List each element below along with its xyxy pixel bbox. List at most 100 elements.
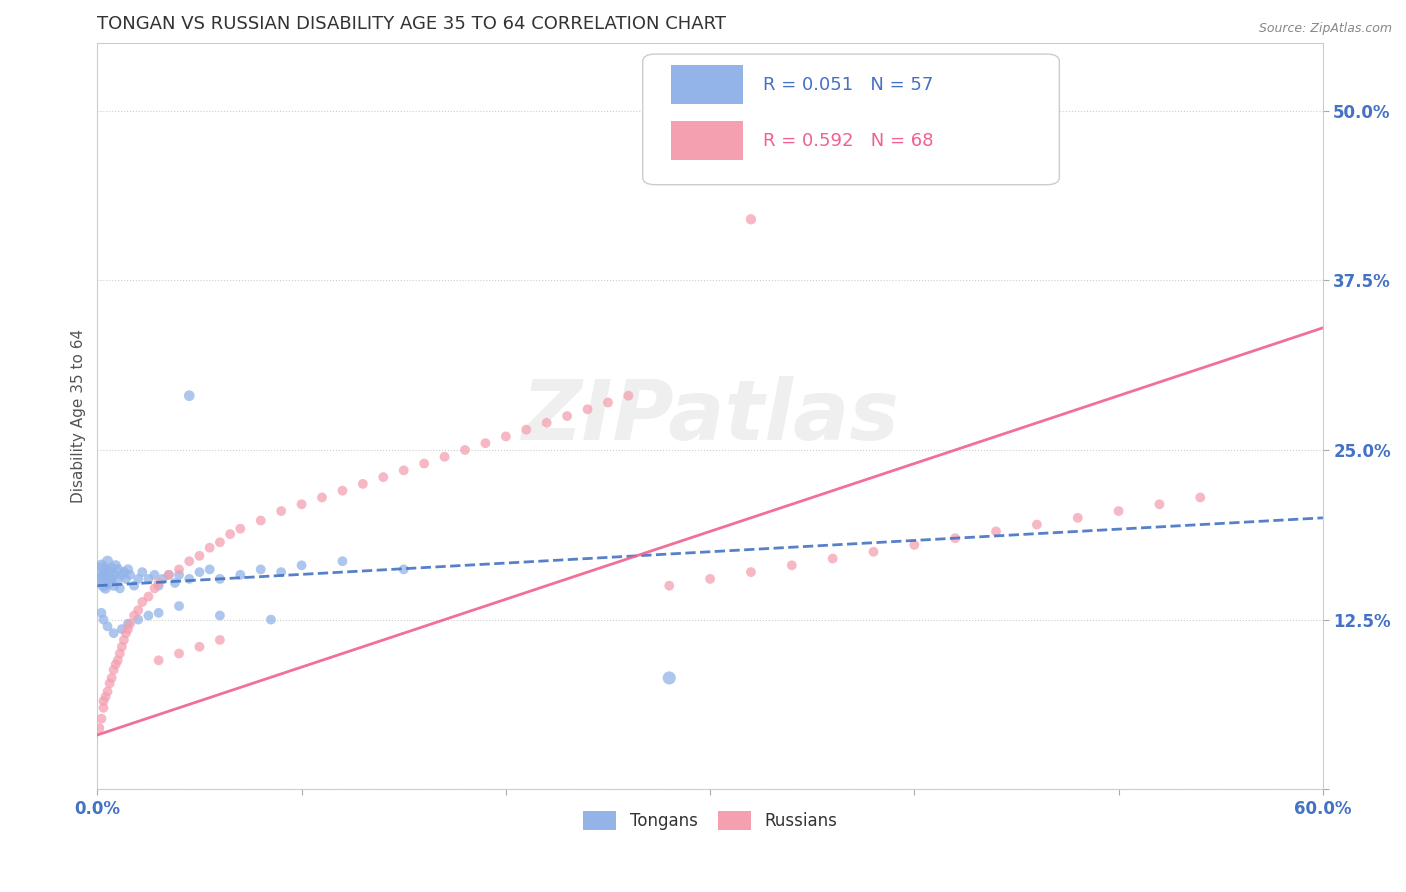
Point [198,541,221,555]
Point [392,562,415,576]
Point [229,522,252,536]
Point [100,671,122,685]
Point [108,647,131,661]
Point [1067,511,1090,525]
Text: ZIPatlas: ZIPatlas [522,376,898,457]
Point [117,622,139,636]
Point [433,450,456,464]
Point [291,497,314,511]
Point [352,476,374,491]
Text: R = 0.051   N = 57: R = 0.051 N = 57 [763,76,934,94]
Point [104,558,127,573]
Point [208,632,231,647]
Point [108,582,131,596]
Point [821,551,844,566]
Point [115,572,138,586]
Point [179,554,201,568]
Legend: Tongans, Russians: Tongans, Russians [576,805,844,837]
Point [515,423,537,437]
Point [127,613,149,627]
Point [117,562,139,576]
Point [111,567,134,582]
Point [392,463,415,477]
Point [658,579,681,593]
Point [198,562,221,576]
Text: TONGAN VS RUSSIAN DISABILITY AGE 35 TO 64 CORRELATION CHART: TONGAN VS RUSSIAN DISABILITY AGE 35 TO 6… [97,15,727,33]
Point [93,613,115,627]
Point [98,676,121,690]
Point [167,647,190,661]
Point [188,565,211,579]
Point [127,572,149,586]
Point [97,572,120,586]
Point [332,554,354,568]
Point [107,572,129,586]
Point [740,565,762,579]
Point [122,579,145,593]
Point [138,608,160,623]
Point [89,565,111,579]
Point [148,606,170,620]
Point [103,663,125,677]
Text: Source: ZipAtlas.com: Source: ZipAtlas.com [1258,22,1392,36]
Point [1149,497,1171,511]
Point [103,567,125,582]
Point [131,565,153,579]
Point [167,567,190,582]
Point [148,653,170,667]
Point [94,562,117,576]
Point [208,608,231,623]
Point [138,572,160,586]
Point [117,616,139,631]
Point [208,572,231,586]
Point [93,701,115,715]
Point [229,567,252,582]
Point [208,535,231,549]
FancyBboxPatch shape [671,121,744,160]
Point [103,626,125,640]
Point [100,572,122,586]
Point [249,514,271,528]
Point [103,579,125,593]
Point [188,640,211,654]
Point [152,572,174,586]
Point [98,576,121,591]
Point [373,470,395,484]
Point [617,389,640,403]
Point [157,567,180,582]
Point [148,579,170,593]
Point [111,640,134,654]
Point [270,504,292,518]
Point [118,616,141,631]
Point [1025,517,1047,532]
Point [179,572,201,586]
FancyBboxPatch shape [671,65,744,104]
Point [862,545,884,559]
Point [413,457,436,471]
Point [115,626,138,640]
Point [699,572,721,586]
Point [454,442,477,457]
Point [89,721,111,735]
Point [903,538,925,552]
Point [90,558,112,573]
Point [332,483,354,498]
Point [127,603,149,617]
Point [90,572,112,586]
Point [138,590,160,604]
Point [596,395,619,409]
Point [219,527,242,541]
Point [100,561,122,575]
Point [740,212,762,227]
Point [90,712,112,726]
Point [270,565,292,579]
Point [249,562,271,576]
Point [260,613,283,627]
Point [188,549,211,563]
Point [112,565,135,579]
Point [143,582,166,596]
Point [107,653,129,667]
Point [474,436,496,450]
Point [148,576,170,591]
Point [94,690,117,704]
